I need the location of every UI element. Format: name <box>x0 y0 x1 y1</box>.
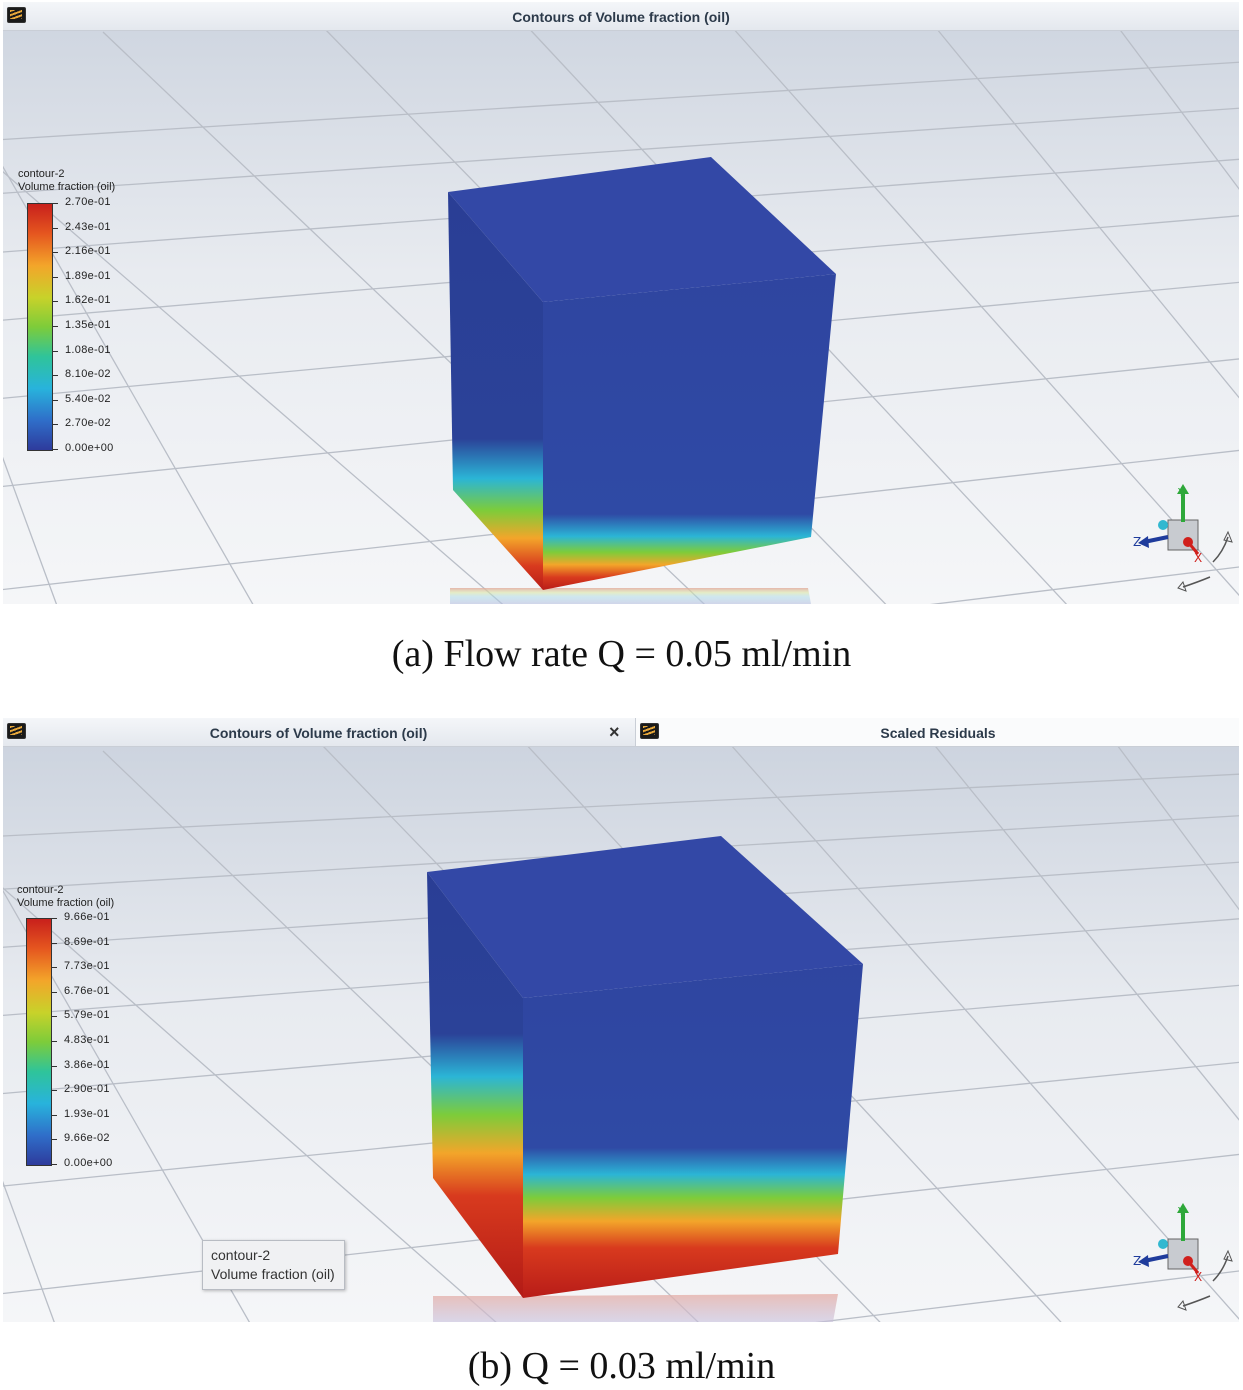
colorbar-label: 8.10e-02 <box>65 368 111 381</box>
colorbar-b <box>26 918 52 1166</box>
legend-name-b: contour-2 <box>17 884 64 896</box>
colorbar-label: 5.79e-01 <box>64 1009 110 1022</box>
colorbar-label: 8.69e-01 <box>64 935 110 948</box>
colorbar-label: 1.62e-01 <box>65 294 111 307</box>
colorbar-tick <box>52 942 57 944</box>
triad-z-label-b: Z <box>1133 1254 1141 1268</box>
colorbar-tick <box>53 424 58 426</box>
colorbar-tick <box>53 252 58 254</box>
tooltip-line-2: Volume fraction (oil) <box>211 1266 335 1282</box>
colorbar-label: 2.90e-01 <box>64 1083 110 1096</box>
colorbar-tick <box>52 1016 57 1018</box>
colorbar-tick <box>52 918 57 919</box>
colorbar-tick <box>52 1041 57 1042</box>
axis-triad-a[interactable]: Y Z X <box>1128 482 1238 592</box>
titlebar-a: Contours of Volume fraction (oil) <box>3 2 1239 31</box>
colorbar-tick <box>52 1114 57 1116</box>
axis-triad-b[interactable]: Y Z X <box>1128 1201 1238 1311</box>
legend-title-b: contour-2 Volume fraction (oil) <box>17 884 114 910</box>
colorbar-tick <box>53 203 58 204</box>
colorbar-label: 3.86e-01 <box>64 1058 110 1071</box>
viewport-a[interactable]: contour-2 Volume fraction (oil) 2.70e-01… <box>3 2 1239 604</box>
colorbar-tick <box>53 449 58 450</box>
colorbar-label: 9.66e-02 <box>64 1132 110 1145</box>
colorbar-tick <box>53 375 58 377</box>
colorbar-label: 7.73e-01 <box>64 960 110 973</box>
colorbar-tick <box>53 326 58 327</box>
colorbar-label: 2.43e-01 <box>65 220 111 233</box>
colorbar-label: 4.83e-01 <box>64 1034 110 1046</box>
titlebar-b: Contours of Volume fraction (oil) × Scal… <box>3 718 1239 747</box>
colorbar-label: 9.66e-01 <box>64 911 110 923</box>
window-title-a: Contours of Volume fraction (oil) <box>512 9 730 25</box>
colorbar-a <box>27 203 53 451</box>
colorbar-label: 5.40e-02 <box>65 392 111 405</box>
cube-a[interactable] <box>3 2 1239 604</box>
triad-y-label: Y <box>1177 486 1185 499</box>
colorbar-tick <box>52 1139 57 1141</box>
colorbar-label: 6.76e-01 <box>64 984 110 997</box>
triad-x-label: X <box>1194 551 1202 565</box>
fluent-logo-icon-c <box>640 723 659 739</box>
cube-b[interactable] <box>3 746 1239 1322</box>
colorbar-tick <box>53 276 58 278</box>
fluent-logo-icon-b <box>7 723 26 739</box>
colorbar-label: 2.70e-01 <box>65 196 111 208</box>
graphics-window-a: contour-2 Volume fraction (oil) 2.70e-01… <box>3 2 1239 604</box>
colorbar-tick <box>52 991 57 993</box>
caption-b: (b) Q = 0.03 ml/min <box>467 1345 776 1387</box>
colorbar-tick <box>52 967 57 969</box>
colorbar-tick <box>53 301 58 303</box>
triad-z-label: Z <box>1133 535 1141 549</box>
colorbar-label: 0.00e+00 <box>65 442 114 454</box>
colorbar-tick <box>52 1090 57 1092</box>
legend-title-a: contour-2 Volume fraction (oil) <box>18 168 115 194</box>
colorbar-label: 1.93e-01 <box>64 1107 110 1120</box>
residuals-title: Scaled Residuals <box>880 725 996 741</box>
colorbar-label: 2.70e-02 <box>65 417 111 430</box>
legend-variable-b: Volume fraction (oil) <box>17 897 115 909</box>
fluent-logo-icon <box>7 7 26 23</box>
colorbar-label: 0.00e+00 <box>64 1157 113 1169</box>
colorbar-tick <box>52 1065 57 1067</box>
tab-contours[interactable]: Contours of Volume fraction (oil) × <box>3 718 634 746</box>
colorbar-tick <box>53 227 58 229</box>
window-title-b: Contours of Volume fraction (oil) <box>209 725 428 741</box>
colorbar-tick <box>52 1164 57 1165</box>
tooltip-line-1: contour-2 <box>211 1247 271 1263</box>
tab-scaled-residuals[interactable]: Scaled Residuals <box>635 718 1239 746</box>
graphics-window-b: contour-2 Volume fraction (oil) 9.66e-01… <box>3 718 1239 1322</box>
colorbar-tick <box>53 350 58 352</box>
colorbar-label: 2.16e-01 <box>65 245 111 258</box>
colorbar-label: 1.08e-01 <box>65 343 111 356</box>
colorbar-tick <box>53 399 58 401</box>
legend-name-a: contour-2 <box>18 168 65 180</box>
colorbar-label: 1.89e-01 <box>65 269 111 282</box>
colorbar-label: 1.35e-01 <box>65 319 111 331</box>
triad-x-label-b: X <box>1194 1270 1202 1284</box>
close-icon[interactable]: × <box>609 722 620 742</box>
caption-a: (a) Flow rate Q = 0.05 ml/min <box>391 633 852 675</box>
viewport-b[interactable]: contour-2 Volume fraction (oil) 9.66e-01… <box>3 746 1239 1322</box>
contour-tooltip: contour-2 Volume fraction (oil) <box>202 1240 345 1290</box>
legend-variable-a: Volume fraction (oil) <box>18 181 116 193</box>
triad-y-label-b: Y <box>1177 1205 1185 1218</box>
